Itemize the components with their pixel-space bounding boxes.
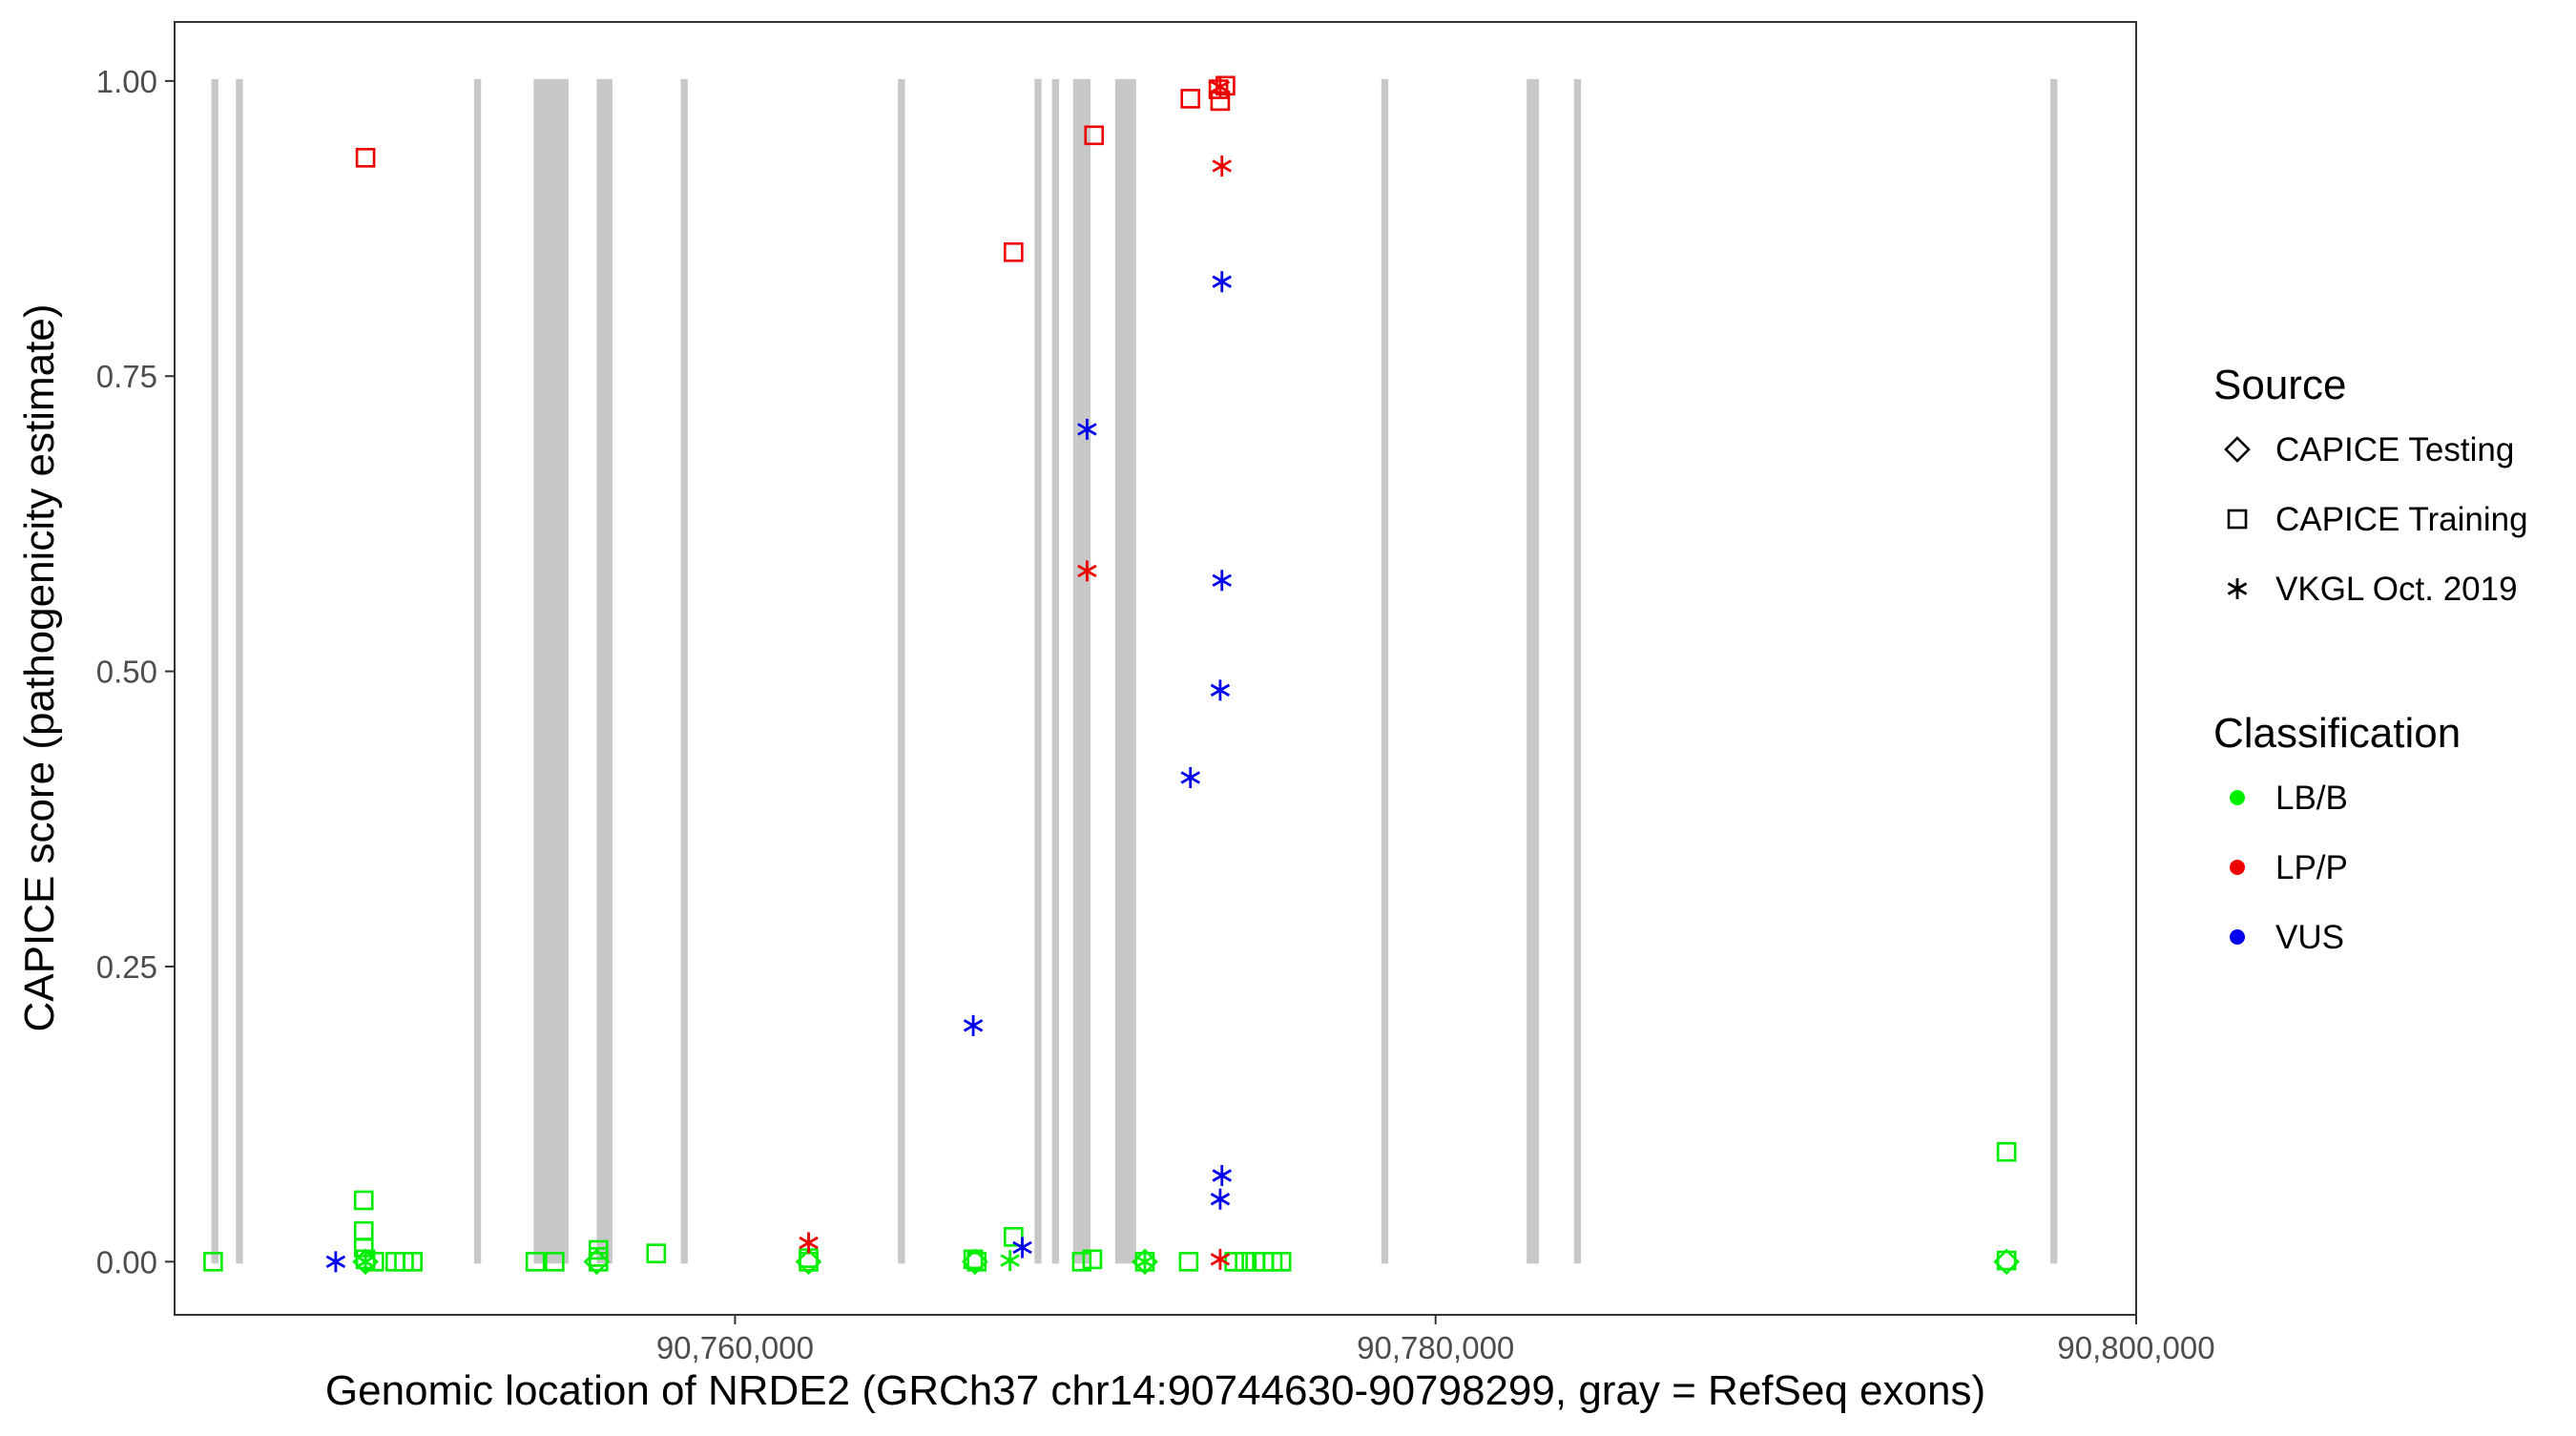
data-point-capice-testing [962,1248,988,1276]
data-point-capice-training [1180,89,1201,109]
data-point-vkgl-oct-2019 [1134,1251,1155,1273]
data-point-capice-training [545,1252,565,1272]
axes: 0.00 0.25 0.50 0.75 1.00 90,760,000 90,780,000… [96,64,2215,1365]
data-point-vkgl-oct-2019 [1212,570,1232,592]
legend: Source CAPICE Testing CAPICE Training VKGL… [2213,362,2528,956]
exon-band [1072,78,1091,1264]
legend-source-items: CAPICE Testing CAPICE Training VKGL Oct. 2… [2224,431,2528,608]
data-point-vkgl-oct-2019 [963,1014,984,1036]
data-point-vkgl-oct-2019 [1000,1250,1020,1272]
exon-band [533,78,570,1264]
y-tick-label: 0.00 [96,1244,157,1280]
data-point-capice-training [1271,1252,1292,1272]
data-point-vkgl-oct-2019 [1212,1164,1232,1186]
legend-key-asterisk [2227,578,2248,599]
data-point-capice-training [1004,242,1024,262]
data-point-vkgl-oct-2019 [1210,679,1231,701]
exon-band [211,78,218,1264]
legend-key-square [2227,509,2248,530]
legend-classification-title: Classification [2213,710,2461,757]
data-point-vkgl-oct-2019 [799,1232,819,1254]
legend-class-label: LB/B [2275,780,2348,817]
exon-band [2050,78,2058,1264]
data-point-vkgl-oct-2019 [1210,76,1231,98]
exon-band [596,78,613,1264]
data-point-vkgl-oct-2019 [1077,418,1097,440]
data-point-capice-training [1208,79,1229,99]
legend-key-dot [2230,860,2245,875]
data-point-capice-training [353,1190,374,1211]
plot-panel [175,22,2136,1315]
exon-bands [211,78,2058,1264]
data-point-capice-testing [1993,1248,2020,1276]
data-point-capice-training [355,148,376,168]
x-tick-label: 90,800,000 [2057,1330,2214,1365]
data-point-capice-training [1235,1252,1255,1272]
x-tick-label: 90,780,000 [1357,1330,1514,1365]
data-point-vkgl-oct-2019 [1180,766,1200,788]
data-point-capice-training [353,1238,374,1258]
data-point-capice-training [1996,1141,2017,1162]
legend-classification-items: LB/B LP/P VUS [2230,780,2348,956]
data-point-capice-training [1004,1227,1024,1247]
legend-source-label: VKGL Oct. 2019 [2275,571,2518,608]
data-point-vkgl-oct-2019 [1210,1248,1231,1270]
data-points [203,75,2020,1276]
data-point-vkgl-oct-2019 [1077,560,1097,582]
legend-source-label: CAPICE Testing [2275,431,2514,468]
data-point-capice-training [1071,1252,1092,1272]
y-tick-label: 0.25 [96,949,157,985]
exon-band [1051,78,1060,1264]
data-point-vkgl-oct-2019 [325,1251,346,1273]
exon-band [1573,78,1582,1264]
data-point-capice-training [403,1252,423,1272]
legend-source-title: Source [2213,362,2346,408]
exon-band [1034,78,1042,1264]
data-point-vkgl-oct-2019 [1012,1237,1032,1259]
data-point-capice-training [1082,1249,1103,1270]
exon-band [236,78,243,1264]
y-tick-label: 0.50 [96,655,157,690]
data-point-vkgl-oct-2019 [355,1251,376,1273]
data-point-vkgl-oct-2019 [1212,271,1232,293]
exon-band [473,78,482,1264]
legend-source-label: CAPICE Training [2275,501,2528,538]
data-point-vkgl-oct-2019 [1210,1188,1231,1210]
data-point-capice-training [646,1243,667,1263]
data-point-capice-training [203,1252,223,1272]
exon-band [898,78,905,1264]
data-point-vkgl-oct-2019 [1212,155,1232,177]
data-point-capice-testing [795,1248,822,1276]
legend-key-dot [2230,790,2245,805]
plot-border [174,21,2137,1316]
x-tick-label: 90,760,000 [656,1330,814,1365]
data-point-capice-training [1084,125,1105,146]
x-axis-label: Genomic location of NRDE2 (GRCh37 chr14:… [325,1367,1985,1414]
legend-class-label: VUS [2275,919,2344,956]
data-point-capice-training [525,1252,546,1272]
y-tick-label: 1.00 [96,64,157,99]
legend-key-dot [2230,929,2245,945]
data-point-capice-testing [583,1248,611,1276]
legend-class-label: LP/P [2275,849,2348,886]
exon-band [1527,78,1540,1264]
legend-key-diamond [2224,436,2251,463]
y-axis-label: CAPICE score (pathogenicity estimate) [16,304,63,1032]
data-point-capice-training [1178,1252,1199,1272]
y-tick-label: 0.75 [96,359,157,394]
exon-band [680,78,688,1264]
exon-band [1114,78,1136,1264]
exon-band [1381,78,1389,1264]
